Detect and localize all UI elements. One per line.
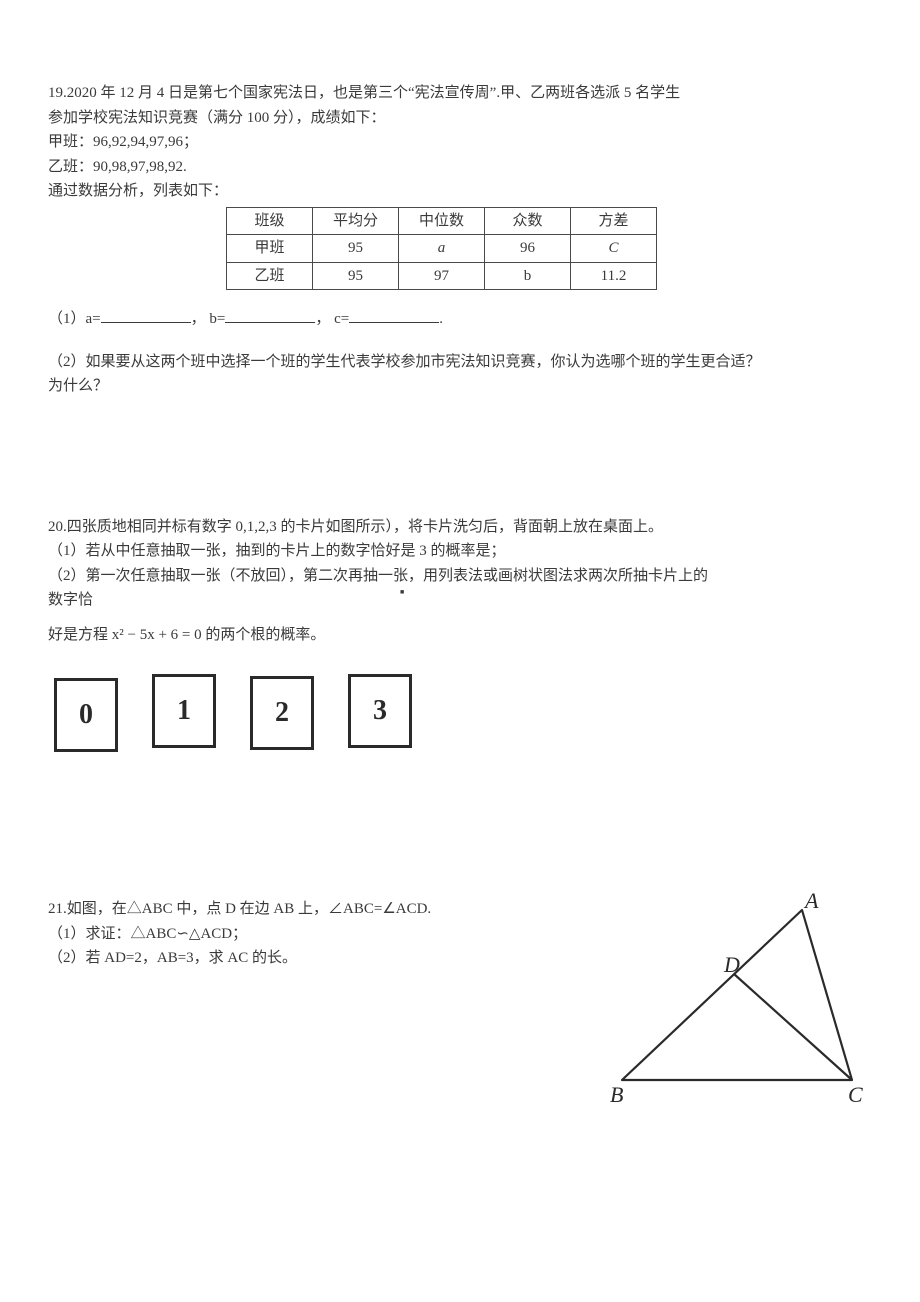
card-2: 2: [250, 676, 314, 750]
q19-p1-m2: ， c=: [315, 311, 349, 327]
q19-line3: 甲班：96,92,94,97,96；: [48, 131, 872, 154]
q19-part1: （1）a= ， b= ， c=.: [48, 308, 872, 331]
table-row: 甲班 95 a 96 C: [227, 235, 657, 263]
card-row: 0 1 2 3: [54, 674, 872, 748]
cell: C: [571, 235, 657, 263]
th-variance: 方差: [571, 207, 657, 235]
q19-p1-prefix: （1）a=: [48, 311, 101, 327]
q19-line2: 参加学校宪法知识竞赛（满分 100 分），成绩如下：: [48, 107, 872, 130]
q21-text: 21.如图，在△ABC 中，点 D 在边 AB 上，∠ABC=∠ACD. （1）…: [48, 898, 602, 972]
q19-line1: 19.2020 年 12 月 4 日是第七个国家宪法日，也是第三个“宪法宣传周”…: [48, 82, 872, 105]
q19-stats-table: 班级 平均分 中位数 众数 方差 甲班 95 a 96 C 乙班 95 97 b…: [226, 207, 657, 291]
th-class: 班级: [227, 207, 313, 235]
triangle-svg: A D B C: [602, 890, 872, 1110]
label-D: D: [723, 952, 740, 977]
label-B: B: [610, 1082, 623, 1107]
cell: 95: [313, 235, 399, 263]
q20-line4: 数字恰: [48, 589, 872, 612]
square-dot-icon: ■: [400, 587, 404, 598]
q19-part2-l1: （2）如果要从这两个班中选择一个班的学生代表学校参加市宪法知识竞赛，你认为选哪个…: [48, 351, 872, 374]
q21-line3: （2）若 AD=2，AB=3，求 AC 的长。: [48, 947, 602, 970]
cell: 97: [399, 262, 485, 290]
question-20: 20.四张质地相同并标有数字 0,1,2,3 的卡片如图所示），将卡片洗匀后，背…: [48, 516, 872, 749]
q20-line3: （2）第一次任意抽取一张（不放回），第二次再抽一张，用列表法或画树状图法求两次所…: [48, 565, 872, 588]
q20-line1: 20.四张质地相同并标有数字 0,1,2,3 的卡片如图所示），将卡片洗匀后，背…: [48, 516, 872, 539]
cell: 11.2: [571, 262, 657, 290]
q19-p1-suffix: .: [439, 311, 443, 327]
card-3: 3: [348, 674, 412, 748]
table-row: 乙班 95 97 b 11.2: [227, 262, 657, 290]
q19-line4: 乙班：90,98,97,98,92.: [48, 156, 872, 179]
cell: 95: [313, 262, 399, 290]
card-1: 1: [152, 674, 216, 748]
blank-a: [101, 309, 191, 323]
question-21: 21.如图，在△ABC 中，点 D 在边 AB 上，∠ABC=∠ACD. （1）…: [48, 898, 872, 1118]
q21-line2: （1）求证：△ABC∽△ACD；: [48, 923, 602, 946]
q19-line5: 通过数据分析，列表如下：: [48, 180, 872, 203]
q20-line2: （1）若从中任意抽取一张，抽到的卡片上的数字恰好是 3 的概率是；: [48, 540, 872, 563]
cell: a: [399, 235, 485, 263]
th-mode: 众数: [485, 207, 571, 235]
cell: 甲班: [227, 235, 313, 263]
cell: b: [485, 262, 571, 290]
q19-p1-m1: ， b=: [191, 311, 226, 327]
cell: 乙班: [227, 262, 313, 290]
q20-line3-text: （2）第一次任意抽取一张（不放回），第二次再抽一张，用列表法或画树状图法求两次所…: [48, 568, 708, 584]
triangle-figure: A D B C: [602, 890, 872, 1118]
card-0: 0: [54, 678, 118, 752]
blank-b: [225, 309, 315, 323]
th-mean: 平均分: [313, 207, 399, 235]
cell: 96: [485, 235, 571, 263]
label-C: C: [848, 1082, 863, 1107]
th-median: 中位数: [399, 207, 485, 235]
q19-part2-l2: 为什么？: [48, 375, 872, 398]
blank-c: [349, 309, 439, 323]
q20-line5-text: 好是方程 x² − 5x + 6 = 0 的两个根的概率。: [48, 627, 325, 643]
q21-line1: 21.如图，在△ABC 中，点 D 在边 AB 上，∠ABC=∠ACD.: [48, 898, 602, 921]
q20-line5: 好是方程 x² − 5x + 6 = 0 的两个根的概率。: [48, 624, 872, 647]
table-head-row: 班级 平均分 中位数 众数 方差: [227, 207, 657, 235]
question-19: 19.2020 年 12 月 4 日是第七个国家宪法日，也是第三个“宪法宣传周”…: [48, 82, 872, 398]
label-A: A: [803, 890, 819, 913]
